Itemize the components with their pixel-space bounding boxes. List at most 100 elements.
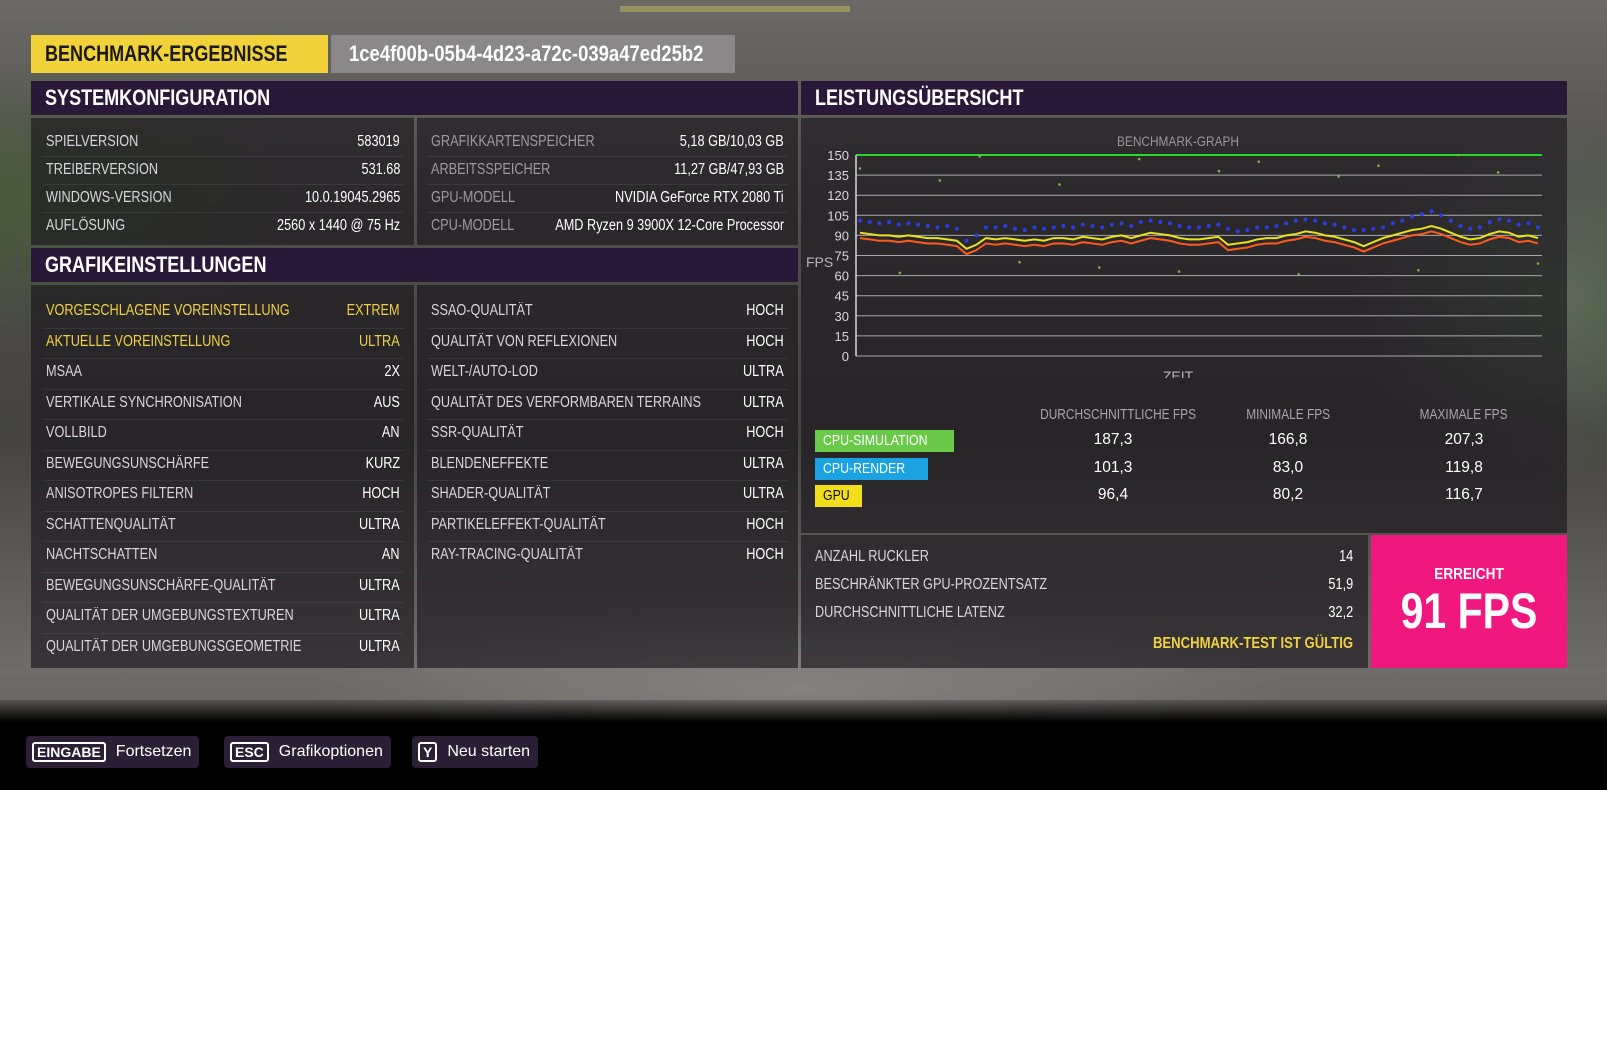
data-point: [1337, 175, 1340, 178]
data-point: [1058, 183, 1061, 186]
setting-label: AUFLÖSUNG: [46, 217, 126, 234]
setting-label: SSR-QUALITÄT: [431, 424, 524, 441]
fortsetzen-button[interactable]: EINGABE Fortsetzen: [26, 736, 200, 768]
run-id: 1ce4f00b-05b4-4d23-a72c-039a47ed25b2: [331, 35, 735, 73]
stat-avg-cpu-simulation: 187,3: [1093, 431, 1133, 448]
data-point: [1284, 221, 1289, 226]
setting-row-grafikkartenspeicher: GRAFIKKARTENSPEICHER 5,18 GB/10,03 GB: [431, 133, 784, 155]
data-point: [964, 238, 969, 243]
chart-grid: 0 15 30 45 60 75 90 105 120 135 150: [827, 148, 1542, 364]
row-divider: [427, 480, 788, 481]
row-divider: [427, 419, 788, 420]
achieved-fps-box: ERREICHT 91 FPS: [1371, 535, 1567, 668]
stat-avg-cpu-render: 101,3: [1093, 458, 1133, 476]
data-point: [1080, 222, 1085, 227]
performance-overview-title: LEISTUNGSÜBERSICHT: [815, 85, 1024, 110]
data-point: [974, 233, 979, 238]
setting-value: EXTREM: [347, 302, 400, 319]
setting-row-gpu-modell: GPU-MODELL NVIDIA GeForce RTX 2080 Ti: [431, 189, 784, 211]
data-point: [916, 222, 921, 227]
setting-value: 531.68: [361, 161, 400, 178]
benchmark-results-title-text: BENCHMARK-ERGEBNISSE: [45, 41, 288, 66]
data-point: [1012, 226, 1017, 231]
data-point: [1257, 160, 1261, 163]
button-label: Fortsetzen: [115, 743, 192, 760]
setting-value: 2560 x 1440 @ 75 Hz: [276, 217, 400, 234]
data-point: [978, 155, 981, 158]
y-tick-label: 30: [835, 309, 849, 324]
stats-column-header: MAXIMALE FPS: [1374, 407, 1554, 423]
setting-row-aktuelle-voreinstellung: AKTUELLE VOREINSTELLUNG ULTRA: [46, 333, 400, 355]
series-line-2: [859, 230, 1539, 256]
setting-value: AN: [382, 546, 400, 563]
data-point: [1297, 272, 1301, 276]
setting-row-qualitaet-des-verformbaren-terrains: QUALITÄT DES VERFORMBAREN TERRAINS ULTRA: [431, 394, 784, 416]
data-point: [1456, 153, 1460, 157]
setting-value: ULTRA: [743, 393, 784, 411]
setting-value: 10.0.19045.2965: [304, 189, 400, 206]
setting-row-welt-auto-lod: WELT-/AUTO-LOD ULTRA: [431, 363, 784, 385]
graphics-settings-left-panel: [31, 285, 414, 668]
system-config-header: SYSTEMKONFIGURATION: [31, 81, 798, 115]
setting-value: 2X: [384, 363, 400, 380]
setting-label: QUALITÄT DER UMGEBUNGSTEXTUREN: [46, 607, 294, 624]
setting-label: TREIBERVERSION: [46, 161, 159, 178]
data-point: [1303, 217, 1308, 222]
data-point: [1274, 224, 1279, 229]
y-tick-label: 105: [827, 208, 849, 223]
neu-starten-button[interactable]: Y Neu starten: [412, 736, 539, 768]
y-tick-label: 135: [827, 168, 849, 183]
row-divider: [42, 388, 404, 390]
stats-column-header-text: DURCHSCHNITTLICHE FPS: [1040, 407, 1197, 423]
setting-value: NVIDIA GeForce RTX 2080 Ti: [615, 189, 784, 206]
data-point: [1119, 221, 1124, 226]
data-point: [1351, 228, 1356, 233]
data-point: [1293, 218, 1298, 223]
setting-label: ARBEITSSPEICHER: [431, 161, 551, 178]
row-divider: [427, 184, 788, 185]
y-tick-label: 150: [827, 148, 849, 163]
setting-value: HOCH: [746, 424, 784, 441]
setting-label: VERTIKALE SYNCHRONISATION: [46, 393, 242, 411]
data-point: [1129, 224, 1134, 229]
data-point: [1167, 221, 1172, 226]
data-point: [1497, 217, 1502, 222]
button-label: Neu starten: [447, 743, 531, 760]
row-divider: [42, 480, 404, 481]
stats-column-header-text: MINIMALE FPS: [1246, 407, 1330, 423]
stat-max-cpu-render: 119,8: [1445, 458, 1483, 476]
setting-value: AUS: [373, 393, 400, 411]
setting-row-schattenqualitaet: SCHATTENQUALITÄT ULTRA: [46, 516, 400, 538]
setting-value: AN: [382, 424, 400, 441]
data-point: [1536, 225, 1540, 230]
setting-value: AMD Ryzen 9 3900X 12-Core Processor: [555, 217, 784, 234]
data-point: [1468, 226, 1473, 231]
valid-indicator: BENCHMARK-TEST IST GÜLTIG: [1100, 635, 1353, 653]
data-point: [1197, 225, 1201, 230]
row-divider: [427, 541, 788, 542]
data-point: [1496, 171, 1500, 174]
series-line-1: [859, 224, 1539, 250]
setting-value: 583019: [357, 133, 400, 150]
data-point: [1109, 222, 1114, 227]
data-point: [1371, 226, 1376, 231]
grafikoptionen-button[interactable]: ESC Grafikoptionen: [224, 736, 391, 768]
setting-row-ssr-qualitaet: SSR-QUALITÄT HOCH: [431, 424, 784, 446]
row-divider: [42, 510, 404, 512]
data-point: [1410, 214, 1415, 219]
benchmark-graph: 0 15 30 45 60 75 90 105 120 135 150 BENCHMARK-GRAP…: [806, 133, 1542, 378]
data-point: [1536, 262, 1540, 265]
system-config-title: SYSTEMKONFIGURATION: [45, 85, 271, 110]
row-divider: [42, 327, 404, 329]
button-label: Grafikoptionen: [278, 743, 383, 760]
y-tick-label: 75: [835, 249, 849, 264]
data-point: [1458, 224, 1463, 229]
setting-value: HOCH: [746, 332, 784, 350]
system-config-right-panel: [417, 118, 798, 245]
graphics-settings-right-panel: [417, 285, 798, 668]
data-point: [1138, 220, 1143, 224]
setting-label: QUALITÄT DER UMGEBUNGSGEOMETRIE: [46, 637, 302, 655]
setting-value: ULTRA: [743, 363, 784, 380]
data-point: [1003, 224, 1008, 229]
stat-max-cpu-simulation: 207,3: [1444, 431, 1484, 448]
